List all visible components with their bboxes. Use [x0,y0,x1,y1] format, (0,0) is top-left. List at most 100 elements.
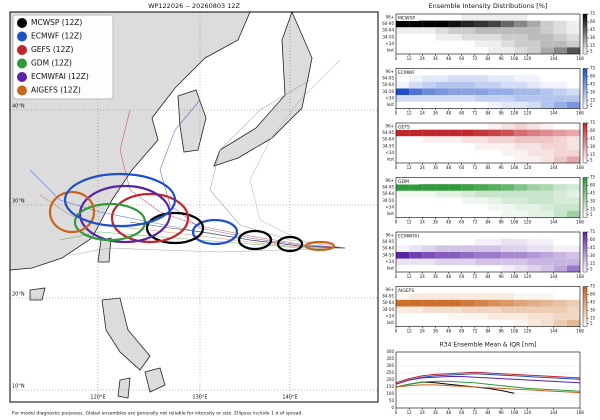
heat-cell [553,265,567,272]
heat-cell [488,299,502,307]
heat-cell [527,184,541,191]
colorbar [582,122,588,164]
x-tick-label: 84 [485,329,491,334]
heat-cell [422,265,436,272]
heat-cell [488,136,502,143]
heat-cell [396,75,410,82]
legend-label: MCWSP (12Z) [31,18,82,27]
heat-cell [553,293,567,300]
heat-cell [488,101,502,109]
x-tick-label: 168 [576,56,584,61]
heat-cell [540,232,554,239]
heat-cell [553,47,567,54]
heat-cell [461,286,475,294]
heat-cell [461,265,475,272]
heat-cell [527,299,541,307]
x-tick-label: 144 [550,274,558,279]
x-tick-label: 96 [499,220,505,225]
colorbar-label: 60 [590,74,596,79]
heat-cell [566,299,580,307]
heat-cell [422,40,436,48]
heat-cell [488,14,502,21]
heat-cell [488,47,502,54]
heat-cell [553,40,567,48]
heat-cell [435,95,449,102]
heat-cell [396,299,410,307]
heat-cell [553,286,567,294]
x-tick-label: 0 [395,56,398,61]
heat-cell [553,88,567,96]
x-tick-label: 36 [433,220,439,225]
heat-cell [527,258,541,266]
heat-cell [474,177,488,185]
x-tick-label: 24 [420,56,426,61]
r34-line [395,373,581,385]
row-label: <34 [386,259,395,264]
colorbar-label: 45 [590,82,596,87]
heat-cell [566,313,580,320]
row-label: 34-50 [382,198,394,203]
heat-cell [435,27,449,34]
x-tick-label: 120 [524,111,532,116]
heat-cell [435,293,449,300]
heat-cell [396,143,410,150]
luzon [101,297,151,371]
x-tick-label: 120 [524,410,532,415]
heat-cell [422,129,436,137]
heat-cell [540,149,554,157]
heat-cell [396,129,410,137]
row-label: 50-64 [382,137,394,142]
colorbar-label: 45 [590,191,596,196]
x-tick-label: 48 [446,165,452,170]
heat-cell [540,40,554,48]
heat-cell [435,75,449,82]
heat-cell [540,27,554,34]
heat-cell [409,75,423,82]
heat-cell [435,14,449,21]
heat-cell [448,319,462,327]
heat-cell [435,313,449,320]
heat-cell [422,184,436,191]
row-label: 64-95 [382,294,394,299]
heat-cell [435,34,449,41]
heat-cell [461,258,475,266]
row-label: 64-95 [382,130,394,135]
heat-cell [501,40,515,48]
x-tick-label: 144 [550,165,558,170]
heat-cell [396,293,410,300]
heat-cell [540,68,554,76]
heat-cell [461,190,475,198]
heat-cell [461,245,475,252]
heat-cell [448,34,462,41]
heat-cell [461,313,475,320]
heat-cell [501,299,515,307]
colorbar-label: 60 [590,183,596,188]
heat-cell [514,293,528,300]
heat-cell [448,40,462,48]
heat-cell [474,27,488,34]
heat-cell [540,14,554,21]
heat-cell [566,129,580,137]
y-tick-label: 100 [386,391,394,396]
heat-cell [514,40,528,48]
heat-cell [540,123,554,130]
x-tick-label: 24 [420,165,426,170]
heat-cell [474,129,488,137]
heat-cell [461,293,475,300]
heat-cell [527,14,541,21]
legend-swatch [17,58,27,69]
colorbar-label: 75 [590,229,596,234]
heat-cell [501,88,515,96]
colorbar-label: 75 [590,175,596,180]
heat-cell [448,149,462,157]
map-frame [9,11,379,403]
heat-cell [409,210,423,218]
panel-label: ECMWFAI [398,234,419,240]
heat-cell [501,293,515,300]
ellipse [145,211,205,245]
heat-cell [461,306,475,314]
heat-cell [553,156,567,163]
heat-cell [501,123,515,130]
heat-cell [422,75,436,82]
panel-label: GDM [398,179,409,185]
